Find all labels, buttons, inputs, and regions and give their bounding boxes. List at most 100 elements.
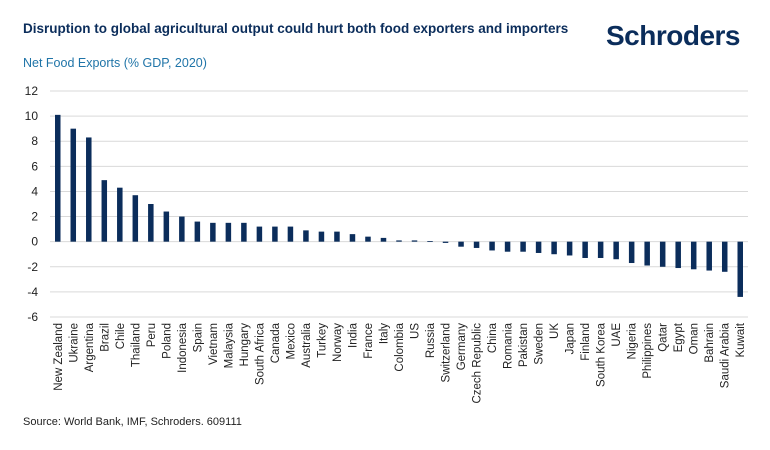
category-label: Japan	[565, 323, 577, 354]
bar-colombia	[396, 240, 402, 242]
category-label: Sweden	[534, 323, 546, 365]
category-label: Malaysia	[223, 322, 235, 368]
category-label: Pakistan	[518, 323, 530, 367]
category-label: Colombia	[394, 322, 406, 371]
bar-switzerland	[442, 241, 449, 243]
bar-hungary	[241, 222, 247, 242]
bar-new-zealand	[55, 114, 61, 242]
bar-indonesia	[179, 216, 185, 242]
bar-canada	[272, 226, 278, 242]
bar-uk	[551, 241, 557, 255]
category-label: Peru	[146, 323, 158, 347]
category-label: France	[363, 323, 375, 359]
category-label: India	[347, 322, 359, 348]
bar-thailand	[132, 195, 139, 242]
bar-south-korea	[597, 241, 604, 258]
category-label: Oman	[689, 323, 701, 354]
bar-saudi-arabia	[721, 241, 728, 272]
category-label: Canada	[270, 322, 282, 363]
bar-philippines	[644, 241, 650, 266]
category-label: Germany	[456, 323, 468, 371]
category-label: Poland	[161, 323, 173, 359]
bar-malaysia	[225, 222, 232, 242]
bar-oman	[690, 241, 697, 270]
bar-turkey	[318, 231, 325, 242]
bar-pakistan	[520, 241, 526, 252]
bar-australia	[303, 230, 309, 242]
category-label: Finland	[580, 323, 592, 361]
category-label: Australia	[301, 322, 313, 367]
category-label: Thailand	[130, 323, 142, 367]
bar-germany	[458, 241, 464, 247]
grid-lines	[50, 90, 748, 318]
bar-argentina	[86, 137, 92, 242]
bar-brazil	[101, 180, 108, 242]
category-label: Spain	[192, 323, 204, 352]
y-tick-label: 4	[31, 184, 38, 198]
category-label: Romania	[503, 322, 515, 369]
bar-romania	[504, 241, 511, 252]
bar-mexico	[287, 226, 294, 242]
bar-poland	[163, 211, 170, 242]
bar-france	[365, 236, 371, 242]
bar-sweden	[535, 241, 542, 253]
category-label: Ukraine	[68, 323, 80, 363]
category-label: Russia	[425, 322, 437, 358]
bar-qatar	[659, 241, 666, 267]
bar-czech-republic	[473, 241, 480, 248]
bar-finland	[582, 241, 588, 258]
bar-chile	[117, 187, 123, 242]
category-label: New Zealand	[53, 323, 65, 391]
bar-china	[489, 241, 495, 251]
category-labels: New Zealand Ukraine Argentina Brazil Chile Th…	[53, 322, 747, 403]
category-label: Vietnam	[208, 323, 220, 365]
category-label: South Africa	[254, 322, 266, 385]
schroders-logo: Schroders	[606, 20, 741, 51]
bar-peru	[148, 204, 154, 242]
y-tick-label: 10	[25, 109, 39, 123]
category-label: Indonesia	[177, 322, 189, 372]
bar-us	[411, 240, 418, 242]
bar-nigeria	[628, 241, 635, 264]
bar-italy	[380, 237, 387, 242]
category-label: Czech Republic	[472, 323, 484, 404]
y-tick-label: 0	[31, 235, 38, 249]
bar-kuwait	[737, 241, 743, 297]
chart-title: Disruption to global agricultural output…	[23, 21, 569, 36]
y-tick-label: -6	[27, 310, 38, 324]
y-tick-label: 12	[25, 84, 39, 98]
bars	[55, 114, 743, 297]
y-tick-label: -2	[27, 260, 38, 274]
category-label: Philippines	[642, 323, 654, 379]
bar-ukraine	[70, 128, 77, 242]
category-label: Egypt	[673, 322, 685, 352]
y-tick-label: -4	[27, 285, 38, 299]
bar-vietnam	[210, 222, 216, 242]
category-label: Switzerland	[441, 323, 453, 382]
category-label: Mexico	[285, 323, 297, 359]
bar-uae	[613, 241, 619, 260]
category-label: Chile	[115, 323, 127, 349]
bar-south-africa	[256, 226, 263, 242]
y-tick-label: 6	[31, 159, 38, 173]
bar-japan	[566, 241, 573, 256]
y-tick-label: 8	[31, 134, 38, 148]
category-label: Bahrain	[704, 323, 716, 363]
category-label: UK	[549, 323, 561, 339]
category-label: Argentina	[84, 322, 96, 372]
category-label: South Korea	[596, 322, 608, 387]
category-label: Saudi Arabia	[720, 322, 732, 388]
category-label: Kuwait	[735, 322, 747, 357]
bar-spain	[194, 221, 201, 242]
category-label: Hungary	[239, 323, 251, 367]
category-label: UAE	[611, 323, 623, 347]
category-label: US	[410, 323, 422, 339]
bar-india	[349, 234, 356, 242]
category-label: Italy	[378, 323, 390, 344]
chart-subtitle: Net Food Exports (% GDP, 2020)	[23, 56, 207, 70]
category-label: Norway	[332, 323, 344, 362]
category-label: Qatar	[658, 323, 670, 352]
category-label: Brazil	[99, 323, 111, 352]
category-label: China	[487, 322, 499, 353]
